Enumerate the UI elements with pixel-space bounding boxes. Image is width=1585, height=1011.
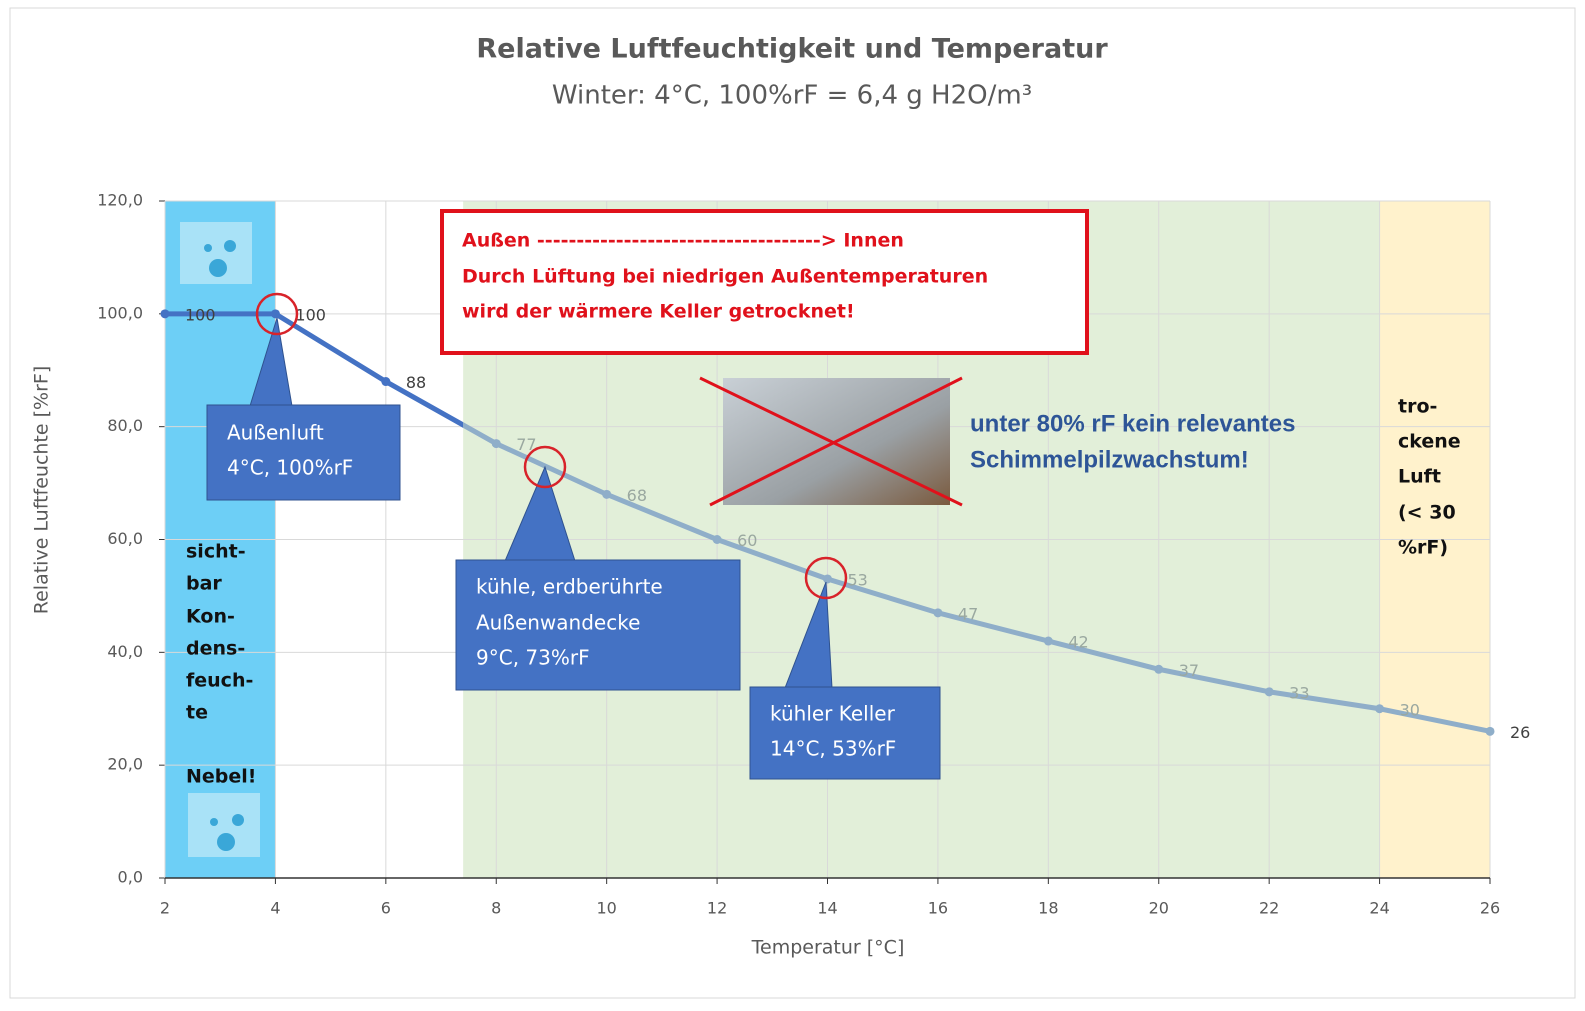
chart-title: Relative Luftfeuchtigkeit und Temperatur	[476, 34, 1108, 65]
data-point	[1154, 665, 1163, 674]
data-label: 30	[1400, 700, 1420, 719]
data-point	[602, 490, 611, 499]
band-text: dens-	[186, 638, 245, 660]
drop-icon	[180, 222, 252, 284]
band-text: sicht-	[186, 541, 246, 563]
x-tick-label: 26	[1480, 899, 1500, 918]
callout-text: Außenluft	[227, 421, 324, 445]
x-tick-label: 10	[596, 899, 616, 918]
band-text: feuch-	[186, 670, 253, 692]
x-axis-label: Temperatur [°C]	[751, 937, 905, 959]
data-point	[161, 309, 170, 318]
y-tick-label: 0,0	[118, 868, 143, 887]
x-tick-label: 12	[707, 899, 727, 918]
callout-text: kühler Keller	[770, 702, 896, 726]
callout-text: 14°C, 53%rF	[770, 737, 896, 761]
info-box: Außen ----------------------------------…	[442, 211, 1087, 353]
data-label: 100	[295, 305, 326, 324]
info-line: Außen ----------------------------------…	[462, 230, 904, 252]
data-label: 26	[1510, 723, 1530, 742]
x-tick-label: 2	[160, 899, 170, 918]
band-text: bar	[186, 573, 222, 595]
band-text: tro-	[1398, 396, 1437, 418]
x-tick-label: 18	[1038, 899, 1058, 918]
y-tick-label: 60,0	[107, 529, 143, 548]
chart-subtitle: Winter: 4°C, 100%rF = 6,4 g H2O/m³	[552, 81, 1032, 111]
x-tick-label: 22	[1259, 899, 1279, 918]
x-tick-label: 20	[1149, 899, 1169, 918]
y-tick-label: 40,0	[107, 642, 143, 661]
callout-text: 9°C, 73%rF	[476, 646, 590, 670]
y-tick-label: 120,0	[97, 191, 143, 210]
info-line: wird der wärmere Keller getrocknet!	[462, 301, 855, 323]
data-label: 47	[958, 604, 978, 623]
data-point	[1375, 704, 1384, 713]
data-label: 68	[627, 486, 647, 505]
data-point	[713, 535, 722, 544]
band-text: te	[186, 702, 208, 724]
band-text: %rF)	[1398, 537, 1448, 559]
y-tick-label: 100,0	[97, 303, 143, 322]
band-text: (< 30	[1398, 502, 1456, 524]
y-tick-label: 80,0	[107, 416, 143, 435]
x-tick-label: 6	[381, 899, 391, 918]
x-tick-label: 8	[491, 899, 501, 918]
band-text: Kon-	[186, 606, 235, 628]
mold-text: Schimmelpilzwachstum!	[970, 446, 1249, 473]
x-tick-label: 16	[928, 899, 948, 918]
band-text: Luft	[1398, 466, 1441, 488]
mold-text: unter 80% rF kein relevantes	[970, 410, 1295, 437]
band-text: ckene	[1398, 431, 1461, 453]
data-label: 53	[848, 570, 868, 589]
y-tick-label: 20,0	[107, 755, 143, 774]
data-point	[823, 574, 832, 583]
x-tick-label: 24	[1369, 899, 1389, 918]
data-point	[1044, 637, 1053, 646]
mold-image	[700, 378, 962, 505]
data-point	[381, 377, 390, 386]
data-label: 60	[737, 531, 757, 550]
chart: 0,020,040,060,080,0100,0120,024681012141…	[0, 0, 1585, 1011]
data-point	[1265, 687, 1274, 696]
data-point	[271, 309, 280, 318]
data-label: 88	[406, 373, 426, 392]
data-point	[1486, 727, 1495, 736]
data-point	[492, 439, 501, 448]
data-point	[933, 608, 942, 617]
callout-text: 4°C, 100%rF	[227, 456, 353, 480]
y-axis-label: Relative Luftfeuchte [%rF]	[31, 366, 53, 614]
x-tick-label: 4	[270, 899, 280, 918]
data-label: 100	[185, 305, 216, 324]
callout-text: kühle, erdberührte	[476, 575, 663, 599]
info-line: Durch Lüftung bei niedrigen Außentempera…	[462, 266, 988, 288]
band-text: Nebel!	[186, 766, 256, 788]
x-tick-label: 14	[817, 899, 837, 918]
data-label: 33	[1289, 683, 1309, 702]
drop-icon	[188, 793, 260, 857]
callout-text: Außenwandecke	[476, 611, 640, 635]
data-label: 37	[1179, 661, 1199, 680]
data-label: 42	[1068, 633, 1088, 652]
